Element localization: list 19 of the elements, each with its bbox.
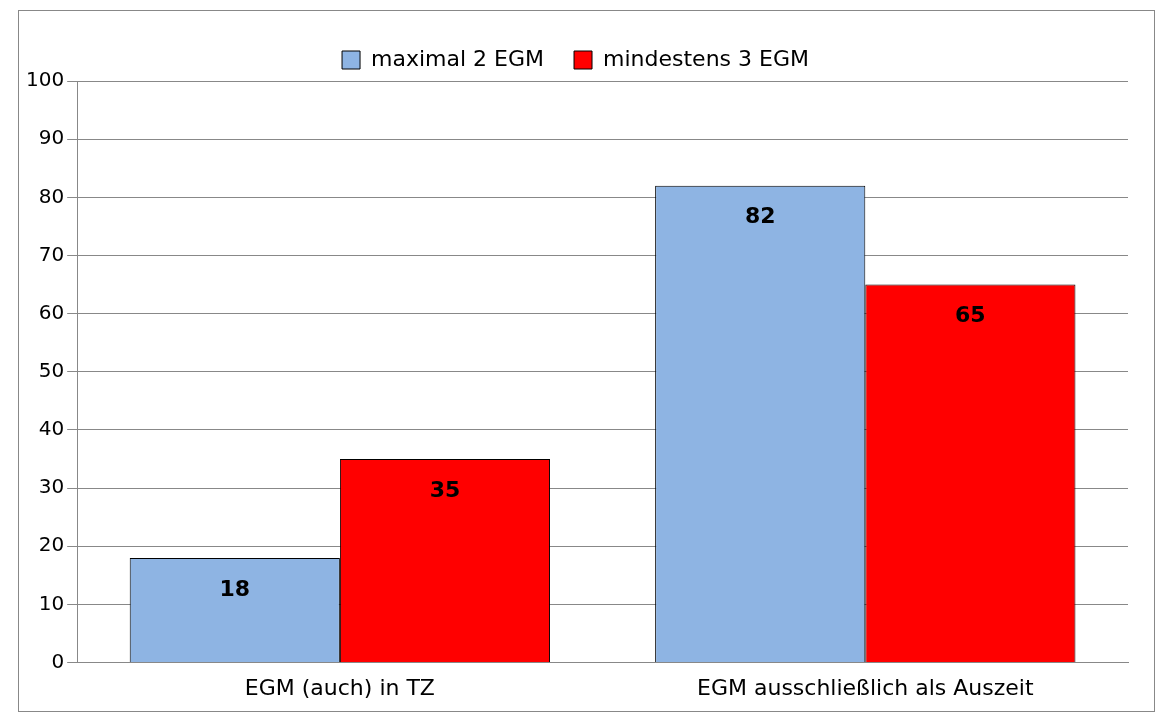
x-tick-label: EGM ausschließlich als Auszeit [697,674,1034,700]
data-label: 65 [955,302,986,328]
data-label: 35 [429,476,461,502]
y-tick-label: 70 [38,241,65,266]
legend-label: maximal 2 EGM [371,45,545,71]
y-tick-label: 100 [25,67,65,92]
y-tick-label: 0 [51,648,65,673]
y-tick-label: 50 [38,358,65,382]
data-label: 82 [744,203,776,229]
legend-label: mindestens 3 EGM [603,45,809,71]
x-tick-label: EGM (auch) in TZ [244,674,435,700]
y-tick-label: 30 [38,474,65,499]
y-tick-label: 20 [38,532,65,557]
y-tick-label: 10 [38,590,65,615]
data-label: 18 [219,575,251,601]
y-tick-label: 60 [38,299,65,324]
y-tick-label: 40 [38,416,65,441]
y-tick-label: 90 [38,125,65,150]
y-tick-label: 80 [38,183,65,208]
